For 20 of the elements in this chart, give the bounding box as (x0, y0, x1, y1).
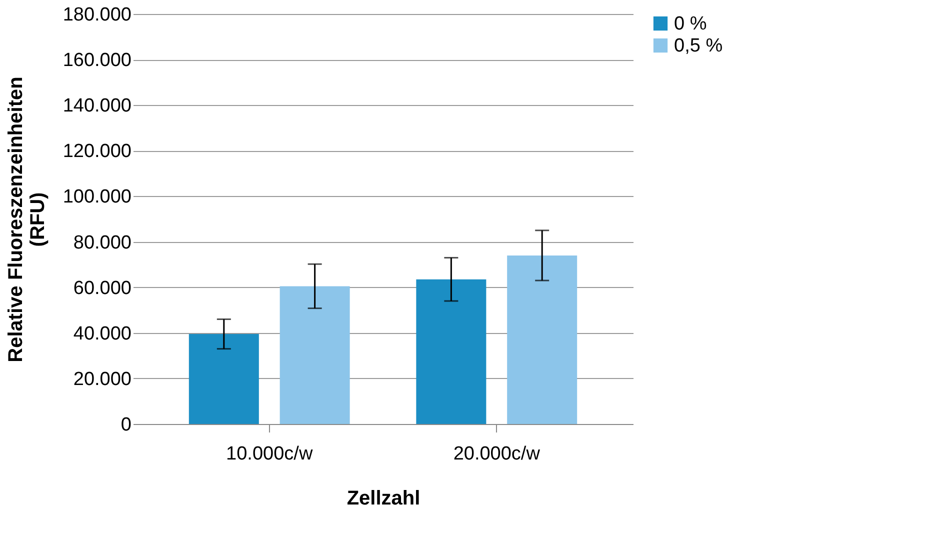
legend-label: 0 % (674, 14, 707, 34)
y-tick-label: 40.000 (73, 323, 132, 344)
bar (507, 255, 578, 424)
y-tick-label: 120.000 (62, 141, 132, 162)
x-tick-label: 10.000c/w (226, 444, 313, 464)
y-axis-title: Relative Fluoreszenzeinheiten (RFU) (4, 76, 49, 362)
bar (416, 279, 486, 424)
y-tick-label: 160.000 (62, 50, 132, 72)
y-tick-label: 100.000 (62, 186, 132, 208)
y-tick-label: 0 (120, 414, 132, 436)
bar (280, 286, 350, 424)
bar (188, 334, 259, 424)
y-tick-label: 80.000 (73, 232, 132, 254)
y-tick-label: 180.000 (62, 4, 132, 26)
x-tick-label: 20.000c/w (453, 444, 540, 464)
y-tick-label: 20.000 (73, 368, 132, 390)
legend-label: 0,5 % (674, 36, 723, 56)
y-tick-label: 60.000 (73, 278, 132, 299)
y-tick-label: 140.000 (62, 96, 132, 117)
x-axis-title: Zellzahl (346, 488, 420, 510)
